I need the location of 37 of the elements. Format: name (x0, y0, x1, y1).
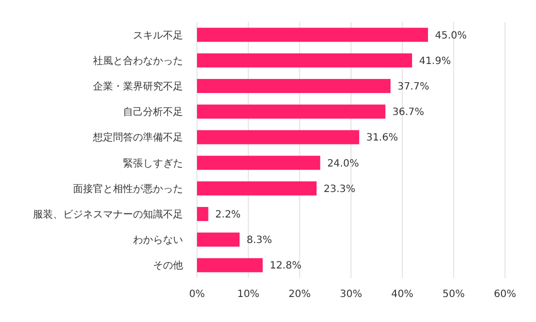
data-label: 31.6% (366, 132, 398, 144)
x-tick-label: 20% (288, 289, 311, 300)
bar (197, 206, 208, 222)
x-tick-label: 40% (391, 289, 414, 300)
data-label: 41.9% (419, 56, 451, 67)
data-label: 2.2% (215, 210, 241, 220)
data-label: 24.0% (327, 158, 359, 170)
y-tick-label: 面接官と相性が悪かった (73, 182, 183, 195)
y-tick-label: その他 (153, 260, 183, 272)
data-label: 36.7% (392, 107, 424, 118)
x-tick-label: 30% (340, 289, 362, 300)
x-tick-label: 60% (494, 289, 516, 300)
y-tick-label: 想定問答の準備不足 (92, 132, 183, 144)
bar (197, 53, 412, 68)
x-tick-label: 10% (237, 289, 260, 300)
y-tick-label: 服装、ビジネスマナーの知識不足 (33, 208, 183, 220)
y-tick-label: わからない (133, 235, 183, 246)
data-label: 8.3% (246, 235, 272, 246)
data-label: 37.7% (398, 82, 430, 92)
data-label: 45.0% (435, 30, 467, 42)
y-tick-label: 自己分析不足 (123, 106, 183, 118)
x-tick-label: 50% (442, 289, 465, 300)
y-tick-label: 企業・業界研究不足 (93, 80, 183, 92)
bar (197, 130, 360, 144)
data-label: 12.8% (270, 260, 302, 272)
bar (197, 258, 263, 272)
bar (197, 156, 320, 170)
y-tick-label: 社風と合わなかった (93, 54, 183, 67)
x-tick-label: 0% (189, 289, 205, 300)
bar (197, 78, 391, 94)
bar (197, 104, 386, 119)
data-label: 23.3% (324, 184, 356, 195)
bar (197, 181, 317, 196)
bar (197, 232, 240, 247)
bar (197, 28, 428, 42)
y-tick-label: スキル不足 (133, 30, 183, 42)
y-tick-label: 緊張しすぎた (123, 157, 183, 170)
